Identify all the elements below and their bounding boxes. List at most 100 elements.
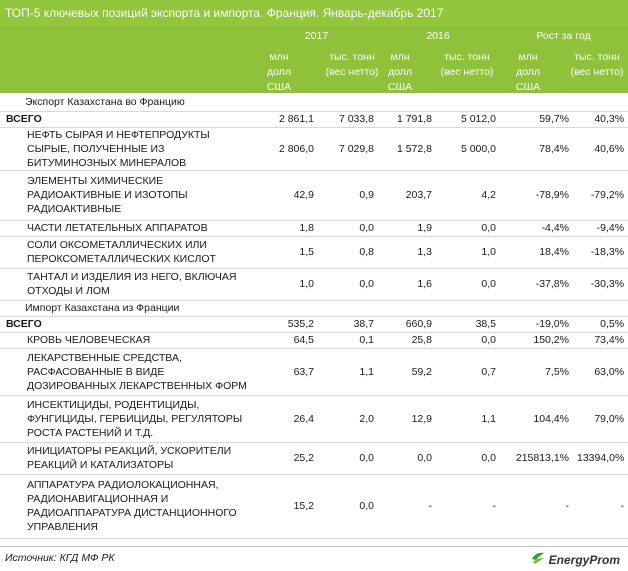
table-row: АППАРАТУРА РАДИОЛОКАЦИОННАЯ, РАДИОНАВИГА… <box>0 474 628 539</box>
cell-g-usd: 59,7% <box>500 111 573 128</box>
cell-v2016-usd: 1,6 <box>378 268 436 301</box>
cell-g-usd: -37,8% <box>500 268 573 301</box>
product-name: НЕФТЬ СЫРАЯ И НЕФТЕПРОДУКТЫ СЫРЫЕ, ПОЛУЧ… <box>0 127 255 171</box>
cell-v2016-usd: 0,0 <box>378 442 436 475</box>
cell-v2017-t: 7 033,8 <box>318 111 378 128</box>
product-name: ТАНТАЛ И ИЗДЕЛИЯ ИЗ НЕГО, ВКЛЮЧАЯ ОТХОДЫ… <box>0 268 255 301</box>
cell-v2016-t: 0,0 <box>436 442 500 475</box>
cell-v2016-usd: 25,8 <box>378 332 436 349</box>
cell-v2017-usd: 1,8 <box>255 220 318 237</box>
cell-v2016-t: 38,5 <box>436 316 500 333</box>
cell-g-t: -30,3% <box>573 268 628 301</box>
cell-g-usd: 7,5% <box>500 348 573 396</box>
section-label: Экспорт Казахстана во Францию <box>0 93 628 112</box>
section-row: Импорт Казахстана из Франции <box>0 300 628 317</box>
table-title: ТОП-5 ключевых позиций экспорта и импорт… <box>0 0 628 27</box>
header-2017-usd: млн долл США <box>266 51 292 93</box>
cell-v2017-t: 7 029,8 <box>318 127 378 171</box>
table-row: КРОВЬ ЧЕЛОВЕЧЕСКАЯ 64,5 0,1 25,8 0,0 150,2% 73… <box>0 332 628 349</box>
table-row: СОЛИ ОКСОМЕТАЛЛИЧЕСКИХ ИЛИ ПЕРОКСОМЕТАЛЛ… <box>0 236 628 269</box>
source-note: Источник: КГД МФ РК <box>5 552 115 564</box>
trade-table: Экспорт Казахстана во Францию ВСЕГО 2 861,… <box>0 93 628 539</box>
cell-v2016-t: 0,0 <box>436 268 500 301</box>
table-row: ЭЛЕМЕНТЫ ХИМИЧЕСКИЕ РАДИОАКТИВНЫЕ И ИЗОТ… <box>0 170 628 221</box>
cell-v2016-usd: - <box>378 474 436 539</box>
cell-v2017-t: 0,0 <box>318 220 378 237</box>
header-2017-tons: тыс. тонн (вес нетто) <box>325 51 379 78</box>
cell-v2017-t: 0,0 <box>318 442 378 475</box>
cell-v2017-t: 0,0 <box>318 268 378 301</box>
footer: Источник: КГД МФ РК EnergyProm <box>0 546 628 571</box>
cell-v2017-t: 0,1 <box>318 332 378 349</box>
header-year-2016: 2016 <box>426 30 450 42</box>
cell-v2016-t: 5 000,0 <box>436 127 500 171</box>
cell-v2017-t: 38,7 <box>318 316 378 333</box>
cell-g-usd: - <box>500 474 573 539</box>
product-name: СОЛИ ОКСОМЕТАЛЛИЧЕСКИХ ИЛИ ПЕРОКСОМЕТАЛЛ… <box>0 236 255 269</box>
cell-v2016-usd: 660,9 <box>378 316 436 333</box>
product-name: КРОВЬ ЧЕЛОВЕЧЕСКАЯ <box>0 332 255 349</box>
cell-g-t: 0,5% <box>573 316 628 333</box>
product-name: ИНИЦИАТОРЫ РЕАКЦИЙ, УСКОРИТЕЛИ РЕАКЦИЙ И… <box>0 442 255 475</box>
cell-v2017-usd: 1,0 <box>255 268 318 301</box>
cell-g-usd: 104,4% <box>500 395 573 443</box>
cell-v2016-t: 1,0 <box>436 236 500 269</box>
header-year-2017: 2017 <box>304 30 329 42</box>
cell-v2017-t: 0,0 <box>318 474 378 539</box>
total-row: ВСЕГО 2 861,1 7 033,8 1 791,8 5 012,0 59,7% 40… <box>0 111 628 128</box>
cell-g-usd: 18,4% <box>500 236 573 269</box>
product-name: ВСЕГО <box>0 111 255 128</box>
cell-v2017-t: 0,8 <box>318 236 378 269</box>
product-name: ВСЕГО <box>0 316 255 333</box>
cell-g-usd: 215813,1% <box>500 442 573 475</box>
cell-g-t: 13394,0% <box>573 442 628 475</box>
cell-v2017-t: 0,9 <box>318 170 378 221</box>
cell-v2017-usd: 2 861,1 <box>255 111 318 128</box>
energyprom-logo-icon <box>530 550 546 569</box>
cell-v2016-usd: 1,9 <box>378 220 436 237</box>
cell-g-t: 63,0% <box>573 348 628 396</box>
cell-g-t: 73,4% <box>573 332 628 349</box>
cell-v2017-usd: 26,4 <box>255 395 318 443</box>
header-growth: Рост за год <box>536 30 591 42</box>
cell-g-t: -79,2% <box>573 170 628 221</box>
table-row: ИНИЦИАТОРЫ РЕАКЦИЙ, УСКОРИТЕЛИ РЕАКЦИЙ И… <box>0 442 628 475</box>
cell-v2016-t: 0,0 <box>436 332 500 349</box>
cell-g-usd: 78,4% <box>500 127 573 171</box>
section-row: Экспорт Казахстана во Францию <box>0 93 628 112</box>
cell-g-t: - <box>573 474 628 539</box>
total-row: ВСЕГО 535,2 38,7 660,9 38,5 -19,0% 0,5% <box>0 316 628 333</box>
header-growth-usd: млн долл США <box>515 51 541 93</box>
cell-v2016-t: 0,7 <box>436 348 500 396</box>
brand-name: EnergyProm <box>548 552 620 567</box>
table-row: НЕФТЬ СЫРАЯ И НЕФТЕПРОДУКТЫ СЫРЫЕ, ПОЛУЧ… <box>0 127 628 171</box>
cell-g-t: 79,0% <box>573 395 628 443</box>
header-2016-usd: млн долл США <box>387 51 413 93</box>
cell-v2016-usd: 12,9 <box>378 395 436 443</box>
cell-v2016-usd: 1 572,8 <box>378 127 436 171</box>
cell-v2016-usd: 203,7 <box>378 170 436 221</box>
product-name: ЧАСТИ ЛЕТАТЕЛЬНЫХ АППАРАТОВ <box>0 220 255 237</box>
cell-g-usd: 150,2% <box>500 332 573 349</box>
table-row: ТАНТАЛ И ИЗДЕЛИЯ ИЗ НЕГО, ВКЛЮЧАЯ ОТХОДЫ… <box>0 268 628 301</box>
cell-v2016-t: - <box>436 474 500 539</box>
table-row: ИНСЕКТИЦИДЫ, РОДЕНТИЦИДЫ, ФУНГИЦИДЫ, ГЕР… <box>0 395 628 443</box>
cell-v2016-t: 5 012,0 <box>436 111 500 128</box>
cell-g-t: 40,6% <box>573 127 628 171</box>
header-growth-tons: тыс. тонн (вес нетто) <box>570 51 624 78</box>
product-name: ИНСЕКТИЦИДЫ, РОДЕНТИЦИДЫ, ФУНГИЦИДЫ, ГЕР… <box>0 395 255 443</box>
table-row: ЛЕКАРСТВЕННЫЕ СРЕДСТВА, РАСФАСОВАННЫЕ В … <box>0 348 628 396</box>
cell-v2017-usd: 63,7 <box>255 348 318 396</box>
cell-v2016-t: 1,1 <box>436 395 500 443</box>
cell-v2017-usd: 535,2 <box>255 316 318 333</box>
cell-g-t: -9,4% <box>573 220 628 237</box>
cell-v2016-t: 0,0 <box>436 220 500 237</box>
section-label: Импорт Казахстана из Франции <box>0 300 628 317</box>
cell-v2016-usd: 1,3 <box>378 236 436 269</box>
cell-g-usd: -4,4% <box>500 220 573 237</box>
cell-g-t: -18,3% <box>573 236 628 269</box>
cell-v2017-t: 2,0 <box>318 395 378 443</box>
cell-g-usd: -19,0% <box>500 316 573 333</box>
cell-v2016-usd: 59,2 <box>378 348 436 396</box>
cell-v2016-t: 4,2 <box>436 170 500 221</box>
